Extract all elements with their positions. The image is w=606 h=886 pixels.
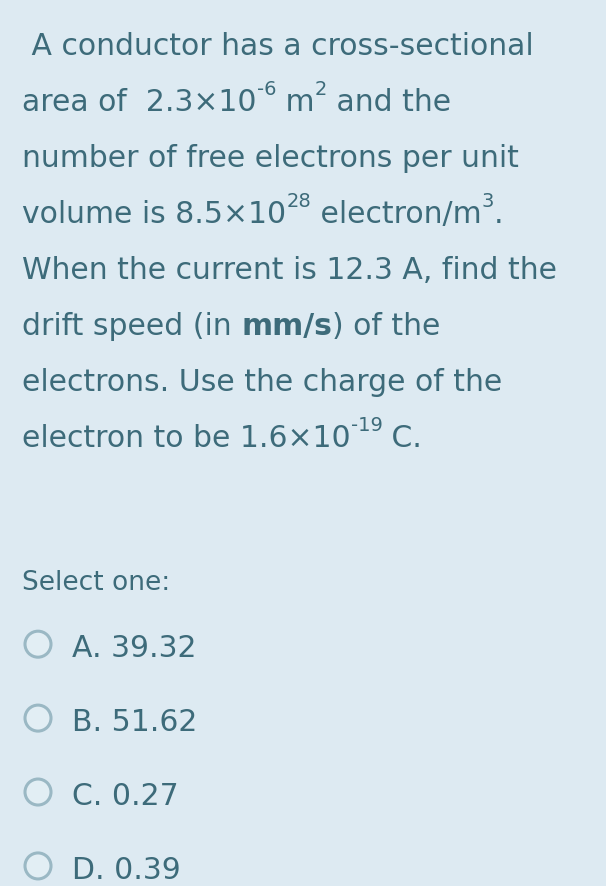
Text: -19: -19 <box>351 416 382 434</box>
Text: When the current is 12.3 A, find the: When the current is 12.3 A, find the <box>22 256 557 284</box>
Text: 2: 2 <box>315 80 327 99</box>
Text: electrons. Use the charge of the: electrons. Use the charge of the <box>22 368 502 397</box>
Text: volume is 8.5×10: volume is 8.5×10 <box>22 199 286 229</box>
Text: number of free electrons per unit: number of free electrons per unit <box>22 144 519 173</box>
Text: .: . <box>494 199 504 229</box>
Text: C. 0.27: C. 0.27 <box>72 781 179 810</box>
Text: mm/s: mm/s <box>241 312 332 340</box>
Text: A. 39.32: A. 39.32 <box>72 633 196 662</box>
Text: 3: 3 <box>482 191 494 211</box>
Text: and the: and the <box>327 88 451 117</box>
Text: area of  2.3×10: area of 2.3×10 <box>22 88 256 117</box>
Text: C.: C. <box>382 424 422 453</box>
Text: B. 51.62: B. 51.62 <box>72 707 198 736</box>
Text: electron/m: electron/m <box>311 199 482 229</box>
Text: m: m <box>276 88 315 117</box>
Text: electron to be 1.6×10: electron to be 1.6×10 <box>22 424 351 453</box>
Text: Select one:: Select one: <box>22 569 170 595</box>
Text: -6: -6 <box>256 80 276 99</box>
Text: drift speed (in: drift speed (in <box>22 312 241 340</box>
Text: D. 0.39: D. 0.39 <box>72 855 181 883</box>
Text: ) of the: ) of the <box>332 312 441 340</box>
Text: 28: 28 <box>286 191 311 211</box>
Text: A conductor has a cross-sectional: A conductor has a cross-sectional <box>22 32 534 61</box>
